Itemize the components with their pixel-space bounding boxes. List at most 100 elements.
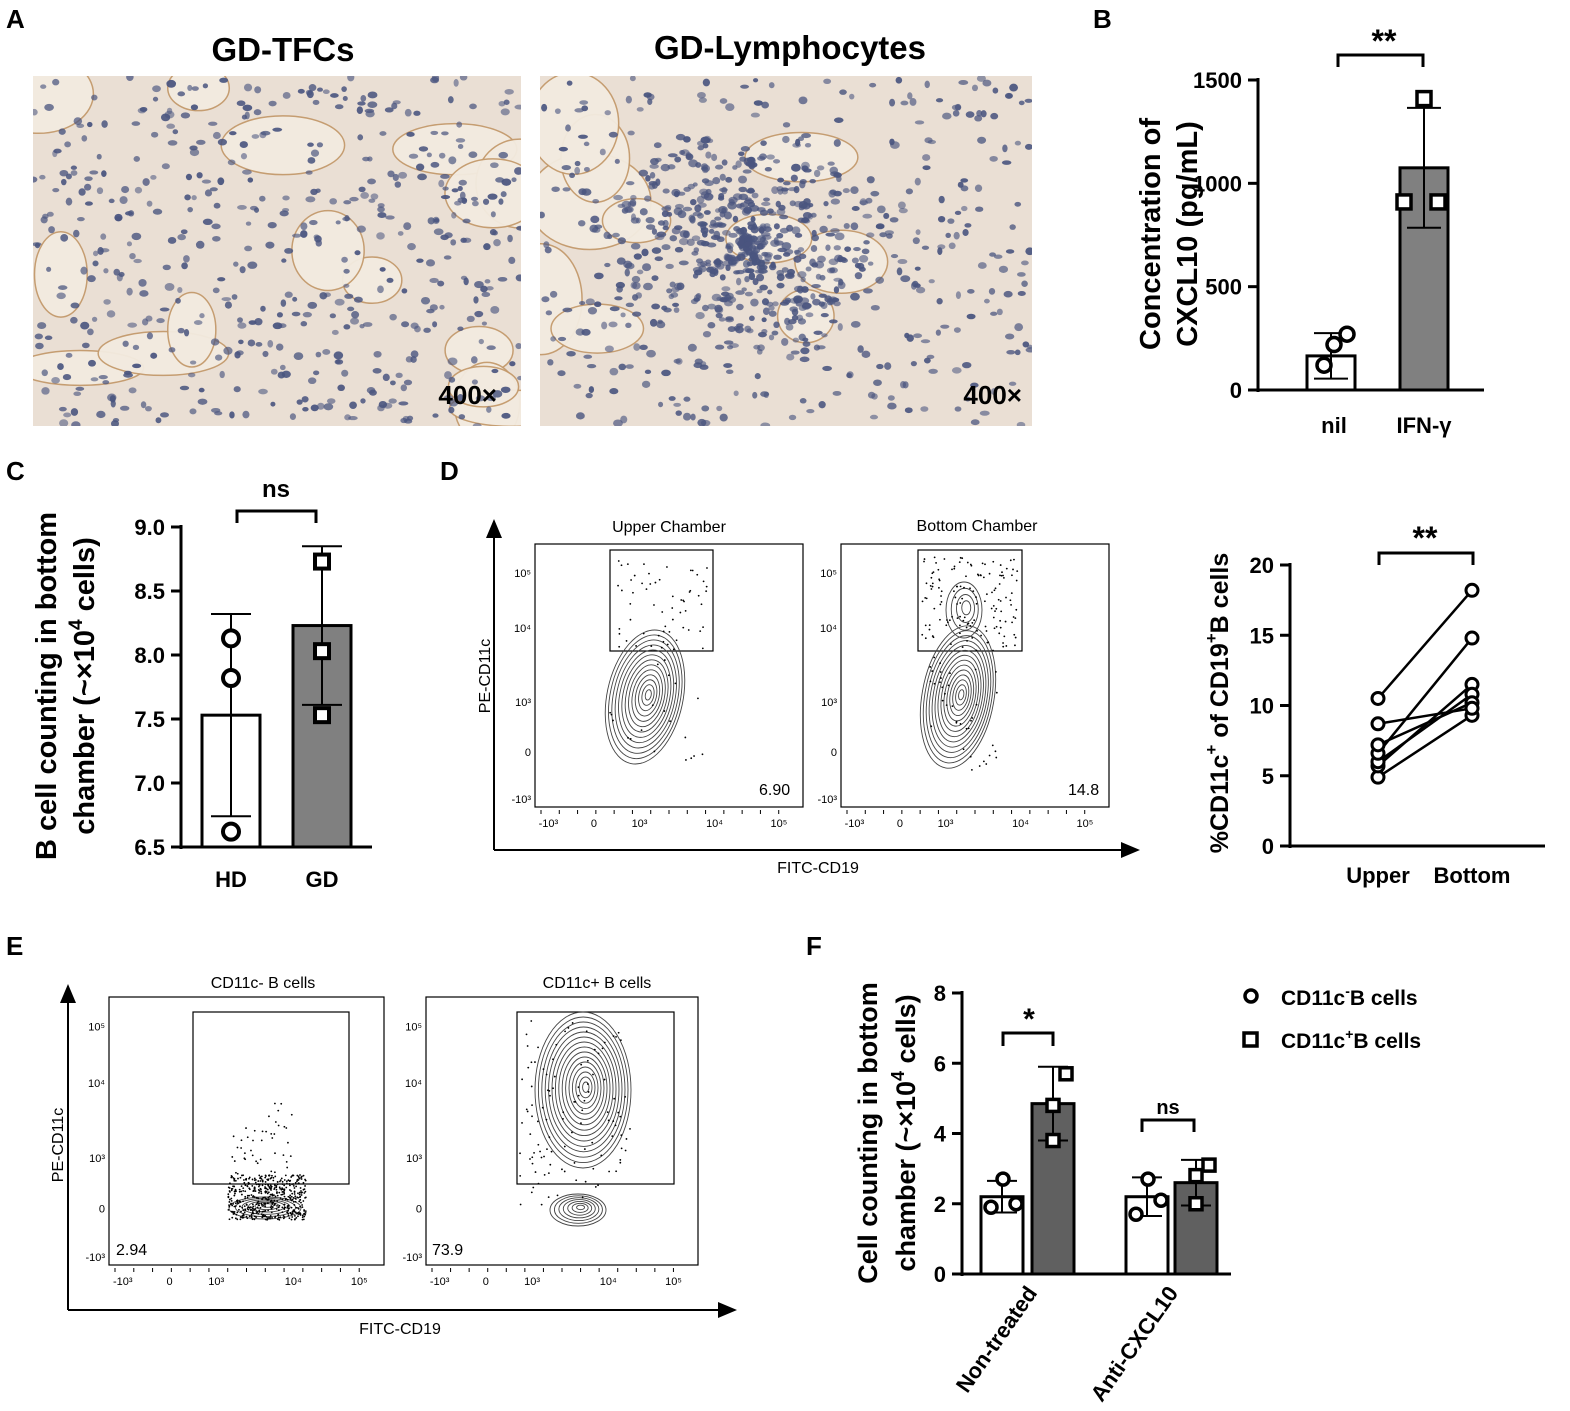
cell-nucleus	[433, 218, 440, 223]
cell-nucleus	[802, 341, 811, 347]
cell-nucleus	[761, 298, 770, 306]
cell-nucleus	[574, 166, 581, 175]
event-dot	[944, 692, 946, 695]
event-dot	[256, 1206, 259, 1209]
cell-nucleus	[70, 170, 78, 176]
event-dot	[273, 1171, 276, 1174]
cell-nucleus	[820, 313, 829, 318]
cell-nucleus	[744, 325, 752, 333]
cell-nucleus	[732, 215, 739, 223]
cell-nucleus	[954, 103, 962, 111]
cell-nucleus	[37, 322, 47, 329]
cell-nucleus	[632, 311, 642, 317]
cell-nucleus	[432, 413, 439, 418]
event-dot	[291, 1216, 294, 1218]
event-dot	[231, 1175, 234, 1178]
cell-nucleus	[625, 302, 635, 308]
event-dot	[537, 1182, 540, 1185]
cell-nucleus	[736, 303, 744, 311]
event-dot	[573, 1162, 576, 1164]
cell-nucleus	[909, 98, 917, 106]
event-dot	[529, 1158, 531, 1160]
cell-nucleus	[721, 296, 729, 303]
chart-f-legend-item-1: CD11c-B cells	[1281, 983, 1418, 1010]
cell-nucleus	[478, 338, 484, 345]
event-dot	[988, 572, 991, 575]
data-point	[1370, 716, 1386, 732]
event-dot	[666, 566, 668, 568]
event-dot	[985, 593, 988, 596]
event-dot	[953, 565, 956, 568]
cell-nucleus	[61, 178, 67, 186]
event-dot	[252, 1139, 254, 1142]
cell-nucleus	[816, 345, 826, 350]
cell-nucleus	[922, 154, 931, 161]
cell-nucleus	[971, 84, 979, 92]
cell-nucleus	[721, 286, 731, 292]
event-dot	[682, 599, 685, 602]
event-dot	[618, 632, 621, 635]
event-dot	[251, 1184, 254, 1187]
flow-x-tick-label: 10³	[524, 1276, 540, 1288]
event-dot	[301, 1218, 304, 1221]
cell-nucleus	[282, 195, 290, 201]
event-dot	[261, 1198, 263, 1201]
event-dot	[286, 1166, 289, 1169]
event-dot	[586, 1083, 589, 1085]
cell-nucleus	[761, 329, 768, 334]
cell-nucleus	[736, 253, 746, 261]
contour-line	[571, 1066, 599, 1110]
event-dot	[294, 1218, 296, 1220]
event-dot	[608, 1170, 611, 1173]
event-dot	[537, 1046, 539, 1049]
event-dot	[976, 573, 979, 576]
cell-nucleus	[914, 120, 925, 125]
cell-nucleus	[183, 328, 190, 337]
cell-nucleus	[439, 304, 445, 310]
cell-nucleus	[242, 169, 252, 175]
cell-nucleus	[594, 224, 603, 229]
event-dot	[570, 1131, 573, 1134]
cell-nucleus	[1009, 224, 1016, 230]
cell-nucleus	[486, 345, 496, 351]
event-dot	[962, 748, 965, 751]
cell-nucleus	[648, 180, 658, 186]
cell-nucleus	[889, 138, 895, 146]
event-dot	[617, 584, 619, 587]
event-dot	[553, 1075, 556, 1078]
cell-nucleus	[417, 173, 427, 181]
event-dot	[303, 1188, 306, 1191]
event-dot	[228, 1204, 230, 1207]
cell-nucleus	[805, 312, 814, 318]
cell-nucleus	[744, 236, 752, 242]
chart-f-legend-square-marker	[1242, 1031, 1259, 1048]
cell-nucleus	[343, 268, 350, 274]
cell-nucleus	[928, 279, 935, 284]
event-dot	[982, 760, 985, 763]
cell-nucleus	[541, 296, 550, 303]
event-dot	[302, 1200, 305, 1202]
contour-line	[571, 1202, 589, 1213]
cell-nucleus	[953, 327, 961, 333]
event-dot	[672, 648, 675, 651]
cell-nucleus	[84, 176, 93, 181]
cell-nucleus	[791, 226, 801, 235]
cell-nucleus	[897, 259, 908, 265]
contour-line	[537, 1016, 629, 1164]
pair-line	[1377, 693, 1473, 763]
chart-f-significance-label-1: *	[1023, 1003, 1035, 1036]
event-dot	[266, 1188, 269, 1191]
cell-nucleus	[267, 221, 277, 229]
event-dot	[974, 668, 977, 671]
cell-nucleus	[748, 272, 756, 281]
cell-nucleus	[641, 380, 651, 388]
cell-nucleus	[678, 260, 689, 266]
event-dot	[1011, 621, 1013, 624]
cell-nucleus	[223, 346, 233, 355]
event-dot	[299, 1174, 301, 1176]
cell-nucleus	[33, 242, 42, 247]
event-dot	[230, 1203, 232, 1206]
cell-nucleus	[812, 298, 821, 306]
flow-y-tick-label: -10³	[817, 794, 837, 806]
event-dot	[999, 626, 1002, 629]
